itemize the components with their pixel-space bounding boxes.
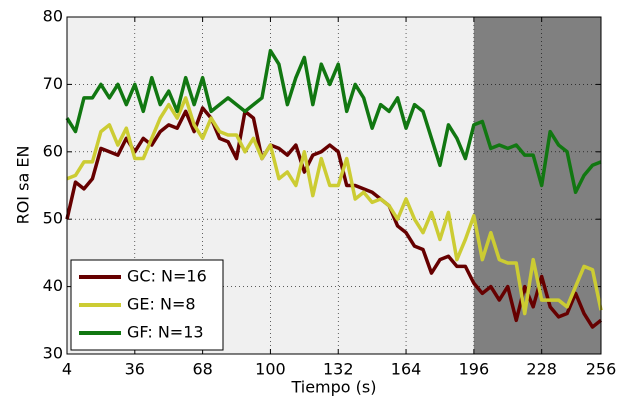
x-tick-label: 164 bbox=[391, 360, 422, 379]
x-tick-label: 228 bbox=[526, 360, 557, 379]
plot-frame bbox=[66, 16, 602, 355]
y-tick-label: 50 bbox=[43, 209, 63, 228]
x-tick-label: 196 bbox=[459, 360, 490, 379]
x-tick-label: 68 bbox=[192, 360, 212, 379]
legend-label: GC: N=16 bbox=[127, 267, 207, 286]
x-tick-label: 4 bbox=[62, 360, 72, 379]
series-line bbox=[65, 106, 603, 329]
y-tick-label: 40 bbox=[43, 276, 63, 295]
legend-label: GE: N=8 bbox=[127, 295, 196, 314]
y-tick-label: 70 bbox=[43, 74, 63, 93]
shaded-region bbox=[473, 17, 601, 354]
x-tick-label: 36 bbox=[125, 360, 145, 379]
x-tick-label: 100 bbox=[255, 360, 286, 379]
y-tick-label: 60 bbox=[43, 141, 63, 160]
x-axis-label: Tiempo (s) bbox=[290, 378, 376, 397]
series-line bbox=[65, 48, 602, 194]
y-axis-label: ROI sa EN bbox=[14, 146, 33, 225]
series-line bbox=[66, 96, 603, 316]
y-tick-label: 80 bbox=[43, 7, 63, 26]
y-tick-label: 30 bbox=[43, 344, 63, 363]
legend-label: GF: N=13 bbox=[127, 323, 204, 342]
x-tick-label: 132 bbox=[323, 360, 354, 379]
x-tick-label: 256 bbox=[586, 360, 617, 379]
